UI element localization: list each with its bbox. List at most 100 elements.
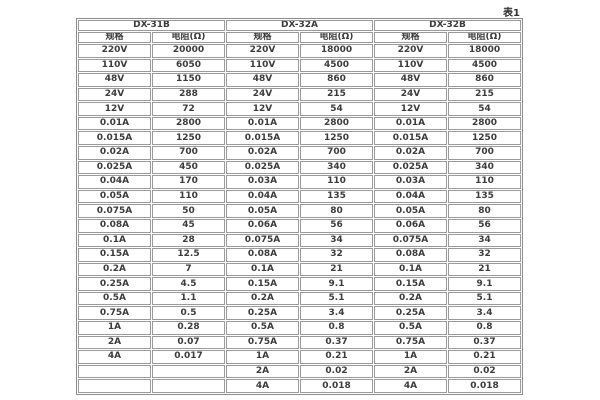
resistance-cell: 1250 bbox=[152, 131, 225, 146]
table-row: 0.075A 50 0.05A 80 0.05A 80 bbox=[78, 204, 521, 218]
spec-cell: 2A bbox=[226, 364, 299, 379]
spec-cell: 12V bbox=[374, 102, 447, 116]
spec-cell: 0.75A bbox=[78, 306, 151, 320]
resistance-cell: 135 bbox=[448, 189, 521, 204]
resistance-cell: 0.07 bbox=[152, 335, 225, 350]
resistance-cell: 34 bbox=[300, 233, 373, 248]
resistance-cell: 9.1 bbox=[300, 277, 373, 291]
resistance-cell: 110 bbox=[152, 189, 225, 204]
table-caption: 表1 bbox=[503, 8, 520, 19]
spec-cell: 0.01A bbox=[78, 116, 151, 131]
column-header-row: 规格 电阻(Ω) 规格 电阻(Ω) 规格 电阻(Ω) bbox=[78, 32, 521, 43]
resistance-cell: 0.37 bbox=[300, 335, 373, 350]
resistance-cell: 0.21 bbox=[300, 350, 373, 364]
group-header-row: DX-31B DX-32A DX-32B bbox=[78, 20, 521, 31]
spec-cell: 24V bbox=[78, 87, 151, 102]
spec-cell: 0.05A bbox=[78, 189, 151, 204]
group-header-dx32a: DX-32A bbox=[226, 20, 373, 31]
col-header-spec-3: 规格 bbox=[374, 32, 447, 43]
resistance-cell: 0.02 bbox=[300, 364, 373, 379]
spec-cell: 48V bbox=[374, 73, 447, 87]
resistance-cell: 0.8 bbox=[448, 320, 521, 335]
spec-cell: 0.075A bbox=[78, 204, 151, 218]
resistance-cell: 72 bbox=[152, 102, 225, 116]
spec-cell: 0.04A bbox=[374, 189, 447, 204]
spec-cell: 110V bbox=[226, 58, 299, 73]
table-row: 0.025A 450 0.025A 340 0.025A 340 bbox=[78, 160, 521, 175]
resistance-cell: 700 bbox=[300, 146, 373, 160]
spec-cell: 220V bbox=[226, 44, 299, 58]
spec-cell: 0.05A bbox=[374, 204, 447, 218]
resistance-cell: 5.1 bbox=[448, 291, 521, 306]
spec-cell: 0.06A bbox=[374, 218, 447, 233]
resistance-cell: 9.1 bbox=[448, 277, 521, 291]
spec-cell: 0.025A bbox=[226, 160, 299, 175]
col-header-resistance-2: 电阻(Ω) bbox=[300, 32, 373, 43]
table-row: 0.15A 12.5 0.08A 32 0.08A 32 bbox=[78, 248, 521, 262]
group-header-dx31b: DX-31B bbox=[78, 20, 225, 31]
spec-cell: 0.015A bbox=[226, 131, 299, 146]
spec-cell: 0.15A bbox=[78, 248, 151, 262]
spec-cell: 0.03A bbox=[374, 175, 447, 189]
resistance-cell: 0.8 bbox=[300, 320, 373, 335]
resistance-cell: 3.4 bbox=[448, 306, 521, 320]
spec-cell: 0.02A bbox=[374, 146, 447, 160]
table-row: 48V 1150 48V 860 48V 860 bbox=[78, 73, 521, 87]
resistance-cell: 135 bbox=[300, 189, 373, 204]
spec-cell: 0.2A bbox=[374, 291, 447, 306]
resistance-cell: 56 bbox=[300, 218, 373, 233]
spec-cell: 0.08A bbox=[374, 248, 447, 262]
spec-cell: 1A bbox=[226, 350, 299, 364]
table-row: 0.75A 0.5 0.25A 3.4 0.25A 3.4 bbox=[78, 306, 521, 320]
resistance-cell: 1150 bbox=[152, 73, 225, 87]
resistance-cell: 0.5 bbox=[152, 306, 225, 320]
resistance-cell: 80 bbox=[300, 204, 373, 218]
table-row: 0.01A 2800 0.01A 2800 0.01A 2800 bbox=[78, 116, 521, 131]
resistance-cell: 18000 bbox=[448, 44, 521, 58]
resistance-cell: 5.1 bbox=[300, 291, 373, 306]
resistance-cell: 21 bbox=[300, 262, 373, 277]
resistance-cell: 54 bbox=[300, 102, 373, 116]
col-header-resistance-3: 电阻(Ω) bbox=[448, 32, 521, 43]
spec-cell: 48V bbox=[226, 73, 299, 87]
spec-cell: 0.04A bbox=[78, 175, 151, 189]
spec-cell: 2A bbox=[78, 335, 151, 350]
resistance-cell: 110 bbox=[300, 175, 373, 189]
resistance-cell: 2800 bbox=[152, 116, 225, 131]
resistance-cell: 700 bbox=[152, 146, 225, 160]
resistance-cell: 7 bbox=[152, 262, 225, 277]
spec-cell: 0.015A bbox=[78, 131, 151, 146]
spec-cell: 0.75A bbox=[226, 335, 299, 350]
spec-cell: 0.5A bbox=[78, 291, 151, 306]
resistance-cell: 860 bbox=[300, 73, 373, 87]
resistance-cell: 1.1 bbox=[152, 291, 225, 306]
spec-cell: 0.08A bbox=[78, 218, 151, 233]
resistance-cell: 860 bbox=[448, 73, 521, 87]
resistance-cell: 110 bbox=[448, 175, 521, 189]
resistance-cell: 4500 bbox=[300, 58, 373, 73]
spec-cell: 0.5A bbox=[226, 320, 299, 335]
spec-cell: 0.25A bbox=[226, 306, 299, 320]
table-row: 0.05A 110 0.04A 135 0.04A 135 bbox=[78, 189, 521, 204]
resistance-cell: 700 bbox=[448, 146, 521, 160]
resistance-cell: 54 bbox=[448, 102, 521, 116]
table-row: 0.2A 7 0.1A 21 0.1A 21 bbox=[78, 262, 521, 277]
spec-cell: 0.25A bbox=[78, 277, 151, 291]
resistance-cell: 0.28 bbox=[152, 320, 225, 335]
resistance-cell: 4500 bbox=[448, 58, 521, 73]
spec-cell: 0.05A bbox=[226, 204, 299, 218]
resistance-cell: 1250 bbox=[300, 131, 373, 146]
resistance-cell bbox=[152, 364, 225, 379]
resistance-cell: 0.017 bbox=[152, 350, 225, 364]
spec-cell: 0.01A bbox=[226, 116, 299, 131]
spec-cell: 0.1A bbox=[226, 262, 299, 277]
resistance-cell: 0.21 bbox=[448, 350, 521, 364]
col-header-resistance-1: 电阻(Ω) bbox=[152, 32, 225, 43]
spec-cell bbox=[78, 364, 151, 379]
group-header-dx32b: DX-32B bbox=[374, 20, 521, 31]
spec-cell: 4A bbox=[226, 379, 299, 393]
table-row: 4A 0.018 4A 0.018 bbox=[78, 379, 521, 393]
table-row: 0.25A 4.5 0.15A 9.1 0.15A 9.1 bbox=[78, 277, 521, 291]
spec-cell: 0.75A bbox=[374, 335, 447, 350]
spec-cell: 0.02A bbox=[78, 146, 151, 160]
